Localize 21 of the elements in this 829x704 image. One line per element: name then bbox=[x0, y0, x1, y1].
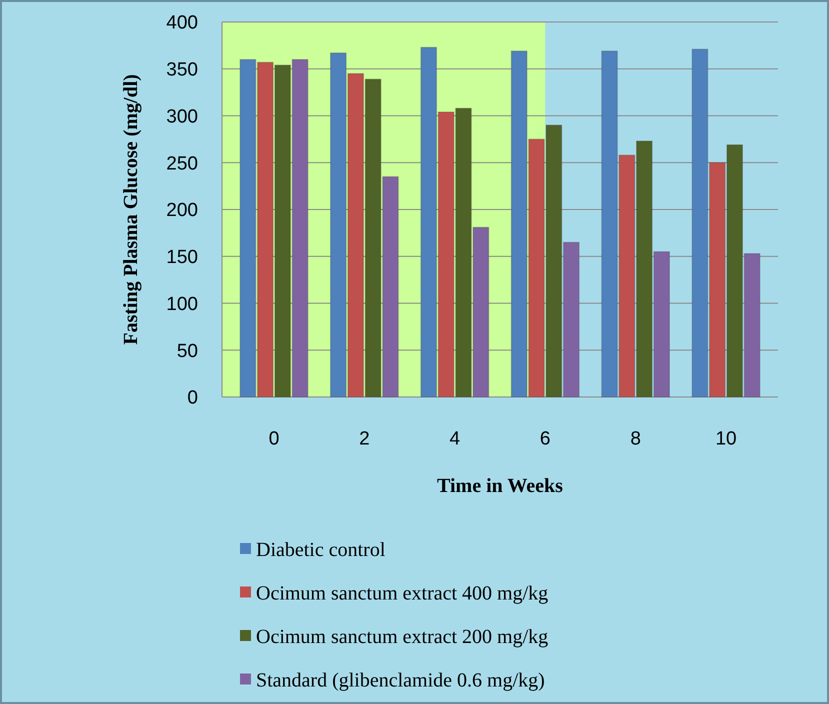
x-tick-label: 8 bbox=[630, 428, 641, 450]
x-tick-label: 2 bbox=[359, 428, 370, 450]
y-tick-label: 100 bbox=[166, 294, 198, 315]
y-axis-title: Fasting Plasma Glucose (mg/dl) bbox=[120, 74, 142, 345]
y-tick-label: 400 bbox=[166, 12, 198, 34]
y-tick-label: 250 bbox=[166, 153, 198, 174]
y-tick-label: 200 bbox=[166, 200, 198, 222]
legend-label: Standard (glibenclamide 0.6 mg/kg) bbox=[256, 670, 545, 692]
x-tick-label: 10 bbox=[715, 428, 737, 450]
x-tick-label: 6 bbox=[540, 428, 550, 450]
y-tick-label: 0 bbox=[187, 388, 198, 409]
y-tick-label: 300 bbox=[166, 106, 198, 128]
x-tick-label: 4 bbox=[450, 428, 461, 450]
legend-label: Diabetic control bbox=[256, 539, 386, 561]
y-tick-label: 150 bbox=[166, 247, 198, 268]
legend-label: Ocimum sanctum extract 200 mg/kg bbox=[256, 626, 548, 648]
y-tick-label: 50 bbox=[176, 340, 198, 362]
y-tick-label: 350 bbox=[166, 60, 198, 81]
x-tick-label: 0 bbox=[268, 428, 280, 450]
x-axis-title: Time in Weeks bbox=[437, 475, 564, 497]
legend-label: Ocimum sanctum extract 400 mg/kg bbox=[256, 582, 548, 604]
